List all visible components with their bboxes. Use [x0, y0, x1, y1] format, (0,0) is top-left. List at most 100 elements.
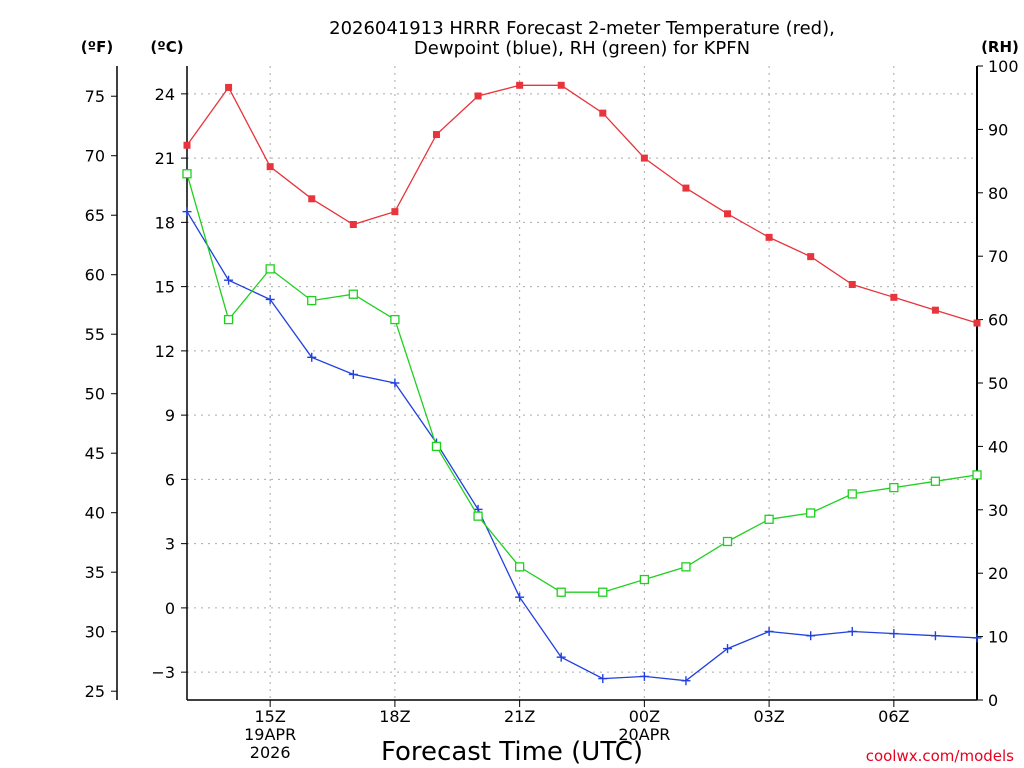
celsius-tick-label: 12 — [155, 342, 175, 361]
data-point — [890, 293, 898, 301]
data-point — [639, 671, 649, 681]
chart-title-line-1: 2026041913 HRRR Forecast 2-meter Tempera… — [329, 18, 835, 39]
data-point — [348, 289, 358, 299]
time-tick-label: 2026 — [250, 743, 291, 762]
data-point — [639, 574, 650, 585]
data-point — [931, 306, 939, 314]
data-point — [515, 592, 525, 602]
fahrenheit-tick-label: 65 — [85, 206, 105, 225]
data-point — [848, 280, 856, 288]
data-point — [556, 652, 566, 662]
data-point — [973, 319, 981, 327]
rh-tick-label: 20 — [988, 564, 1008, 583]
data-point — [225, 83, 233, 91]
series-2-meter-temperature — [183, 81, 981, 327]
rh-tick-label: 50 — [988, 374, 1008, 393]
data-point — [348, 369, 358, 379]
data-point — [474, 92, 482, 100]
chart-title-line-2: Dewpoint (blue), RH (green) for KPFN — [414, 38, 750, 59]
data-point — [349, 221, 357, 228]
time-tick-label: 19APR — [244, 725, 296, 744]
data-point — [806, 508, 816, 518]
fahrenheit-tick-label: 25 — [85, 682, 105, 701]
data-point — [598, 674, 608, 684]
rh-tick-label: 30 — [988, 501, 1008, 520]
data-point — [764, 626, 774, 636]
celsius-tick-label: 18 — [155, 213, 175, 232]
data-point — [390, 378, 400, 388]
rh-axis: 0 10 20 30 40 50 60 70 80 90 100 — [977, 57, 1019, 710]
celsius-tick-label: 3 — [165, 535, 175, 554]
data-point — [224, 275, 234, 285]
data-point — [266, 163, 274, 171]
series-rh — [182, 169, 982, 597]
data-point — [930, 476, 941, 486]
fahrenheit-tick-label: 55 — [85, 325, 105, 344]
fahrenheit-tick-label: 30 — [85, 623, 105, 642]
grid-lines — [186, 66, 978, 701]
time-tick-label: 00Z — [629, 707, 660, 726]
rh-unit-label: (RH) — [981, 38, 1019, 56]
series-dewpoint — [182, 207, 982, 686]
fahrenheit-unit-label: (ºF) — [81, 38, 113, 56]
data-series — [182, 81, 982, 686]
data-point — [640, 154, 648, 162]
celsius-tick-label: 0 — [165, 599, 175, 618]
fahrenheit-axis: 25 30 35 40 45 50 55 60 65 70 75 — [85, 66, 118, 701]
data-point — [682, 184, 690, 192]
time-tick-label: 18Z — [379, 707, 410, 726]
data-point — [930, 631, 940, 641]
data-point — [681, 676, 691, 686]
celsius-axis: −3 0 3 6 9 12 15 18 21 24 — [151, 85, 187, 682]
time-tick-label: 20APR — [618, 725, 670, 744]
celsius-tick-label: 6 — [165, 470, 175, 489]
data-point — [557, 81, 565, 89]
data-point — [307, 352, 317, 362]
celsius-tick-label: 9 — [165, 406, 175, 425]
data-point — [556, 587, 566, 597]
data-point — [265, 294, 275, 304]
rh-tick-label: 70 — [988, 247, 1008, 266]
data-point — [431, 441, 442, 452]
fahrenheit-tick-label: 50 — [85, 385, 105, 404]
time-tick-label: 21Z — [504, 707, 535, 726]
data-point — [183, 141, 191, 149]
celsius-tick-label: 15 — [155, 278, 175, 297]
data-point — [681, 562, 691, 572]
data-point — [764, 514, 774, 524]
series-line — [186, 211, 978, 682]
fahrenheit-tick-label: 40 — [85, 504, 105, 523]
data-point — [182, 169, 192, 179]
time-tick-label: 15Z — [254, 707, 285, 726]
data-point — [972, 633, 982, 643]
data-point — [514, 562, 525, 572]
data-point — [390, 314, 400, 325]
fahrenheit-tick-label: 45 — [85, 444, 105, 463]
celsius-tick-label: 21 — [155, 149, 175, 168]
x-axis-title: Forecast Time (UTC) — [381, 737, 643, 767]
data-point — [889, 629, 899, 639]
data-point — [223, 314, 234, 325]
data-point — [182, 207, 192, 217]
celsius-tick-label: 24 — [155, 85, 175, 104]
data-point — [972, 470, 982, 480]
data-point — [806, 631, 816, 641]
credit-link[interactable]: coolwx.com/models — [866, 747, 1014, 765]
data-point — [265, 264, 275, 274]
rh-tick-label: 80 — [988, 184, 1008, 203]
data-point — [889, 482, 899, 493]
rh-tick-label: 10 — [988, 628, 1008, 647]
celsius-unit-label: (ºC) — [150, 38, 183, 56]
celsius-tick-label: −3 — [151, 663, 175, 682]
data-point — [516, 81, 524, 89]
series-line — [186, 173, 978, 593]
data-point — [723, 644, 733, 654]
data-point — [307, 295, 317, 306]
data-point — [847, 489, 857, 499]
data-point — [765, 233, 773, 241]
data-point — [599, 109, 607, 117]
fahrenheit-tick-label: 70 — [85, 147, 105, 166]
time-tick-label: 03Z — [753, 707, 784, 726]
